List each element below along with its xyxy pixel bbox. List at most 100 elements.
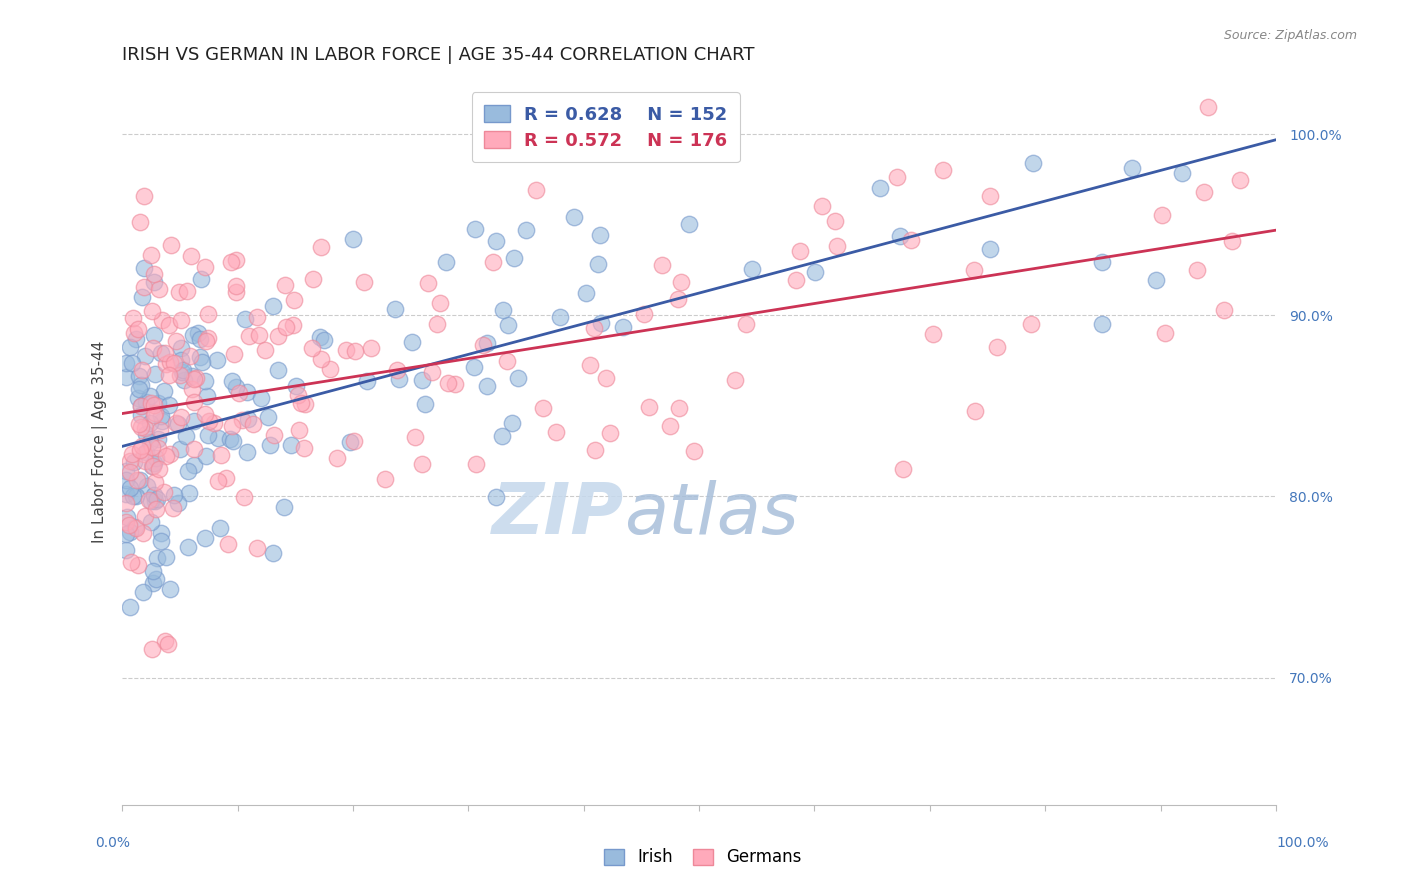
Point — [128, 417, 150, 431]
Point — [1021, 156, 1043, 170]
Point — [246, 541, 269, 555]
Point — [157, 398, 180, 412]
Point — [139, 435, 162, 450]
Point — [159, 447, 181, 461]
Point — [886, 170, 908, 185]
Point — [148, 462, 170, 476]
Point — [157, 318, 180, 332]
Point — [149, 409, 172, 424]
Point — [131, 439, 153, 453]
Point — [194, 374, 217, 388]
Point — [139, 389, 162, 403]
Point — [169, 368, 191, 383]
Point — [145, 491, 167, 506]
Point — [1154, 326, 1177, 340]
Point — [183, 371, 205, 385]
Point — [443, 376, 465, 391]
Point — [225, 380, 247, 394]
Point — [139, 493, 162, 508]
Point — [159, 582, 181, 596]
Point — [141, 248, 163, 262]
Point — [114, 496, 136, 510]
Point — [420, 365, 443, 379]
Point — [353, 275, 375, 289]
Point — [301, 342, 323, 356]
Point — [589, 227, 612, 242]
Point — [128, 368, 150, 383]
Point — [198, 414, 221, 428]
Point — [195, 389, 218, 403]
Point — [869, 180, 891, 194]
Point — [143, 487, 166, 501]
Point — [115, 487, 138, 501]
Point — [254, 343, 277, 357]
Point — [668, 401, 690, 415]
Point — [503, 251, 526, 265]
Point — [190, 271, 212, 285]
Point — [491, 429, 513, 443]
Point — [548, 310, 571, 325]
Point — [803, 265, 825, 279]
Point — [1170, 166, 1192, 180]
Point — [141, 396, 163, 410]
Point — [785, 273, 807, 287]
Point — [335, 343, 357, 357]
Point — [238, 329, 260, 343]
Point — [225, 285, 247, 299]
Point — [583, 442, 606, 457]
Point — [141, 641, 163, 656]
Point — [900, 233, 922, 247]
Point — [225, 253, 247, 268]
Point — [1220, 235, 1243, 249]
Point — [114, 543, 136, 558]
Point — [242, 417, 264, 432]
Point — [128, 443, 150, 458]
Point — [963, 404, 986, 418]
Text: IRISH VS GERMAN IN LABOR FORCE | AGE 35-44 CORRELATION CHART: IRISH VS GERMAN IN LABOR FORCE | AGE 35-… — [122, 46, 755, 64]
Point — [149, 423, 172, 437]
Point — [404, 430, 426, 444]
Point — [170, 365, 193, 379]
Point — [134, 349, 156, 363]
Point — [170, 312, 193, 326]
Point — [166, 496, 188, 510]
Point — [589, 316, 612, 330]
Point — [135, 444, 157, 458]
Point — [281, 318, 304, 332]
Point — [141, 458, 163, 473]
Point — [183, 395, 205, 409]
Point — [273, 500, 295, 514]
Point — [651, 258, 673, 272]
Point — [207, 431, 229, 445]
Point — [194, 449, 217, 463]
Point — [143, 493, 166, 508]
Point — [979, 189, 1001, 203]
Point — [612, 320, 634, 334]
Point — [228, 386, 250, 401]
Point — [135, 427, 157, 442]
Point — [142, 564, 165, 578]
Point — [384, 302, 406, 317]
Point — [124, 519, 146, 533]
Point — [118, 518, 141, 533]
Point — [285, 379, 308, 393]
Point — [187, 326, 209, 340]
Point — [207, 474, 229, 488]
Point — [188, 332, 211, 346]
Point — [485, 490, 508, 504]
Point — [633, 307, 655, 321]
Point — [668, 293, 690, 307]
Point — [142, 408, 165, 422]
Point — [142, 576, 165, 591]
Point — [342, 232, 364, 246]
Point — [125, 521, 148, 535]
Point — [309, 240, 332, 254]
Point — [824, 213, 846, 227]
Point — [155, 449, 177, 463]
Point — [339, 434, 361, 449]
Point — [150, 313, 173, 327]
Point — [319, 361, 342, 376]
Point — [134, 509, 156, 524]
Point — [165, 417, 187, 431]
Point — [134, 189, 156, 203]
